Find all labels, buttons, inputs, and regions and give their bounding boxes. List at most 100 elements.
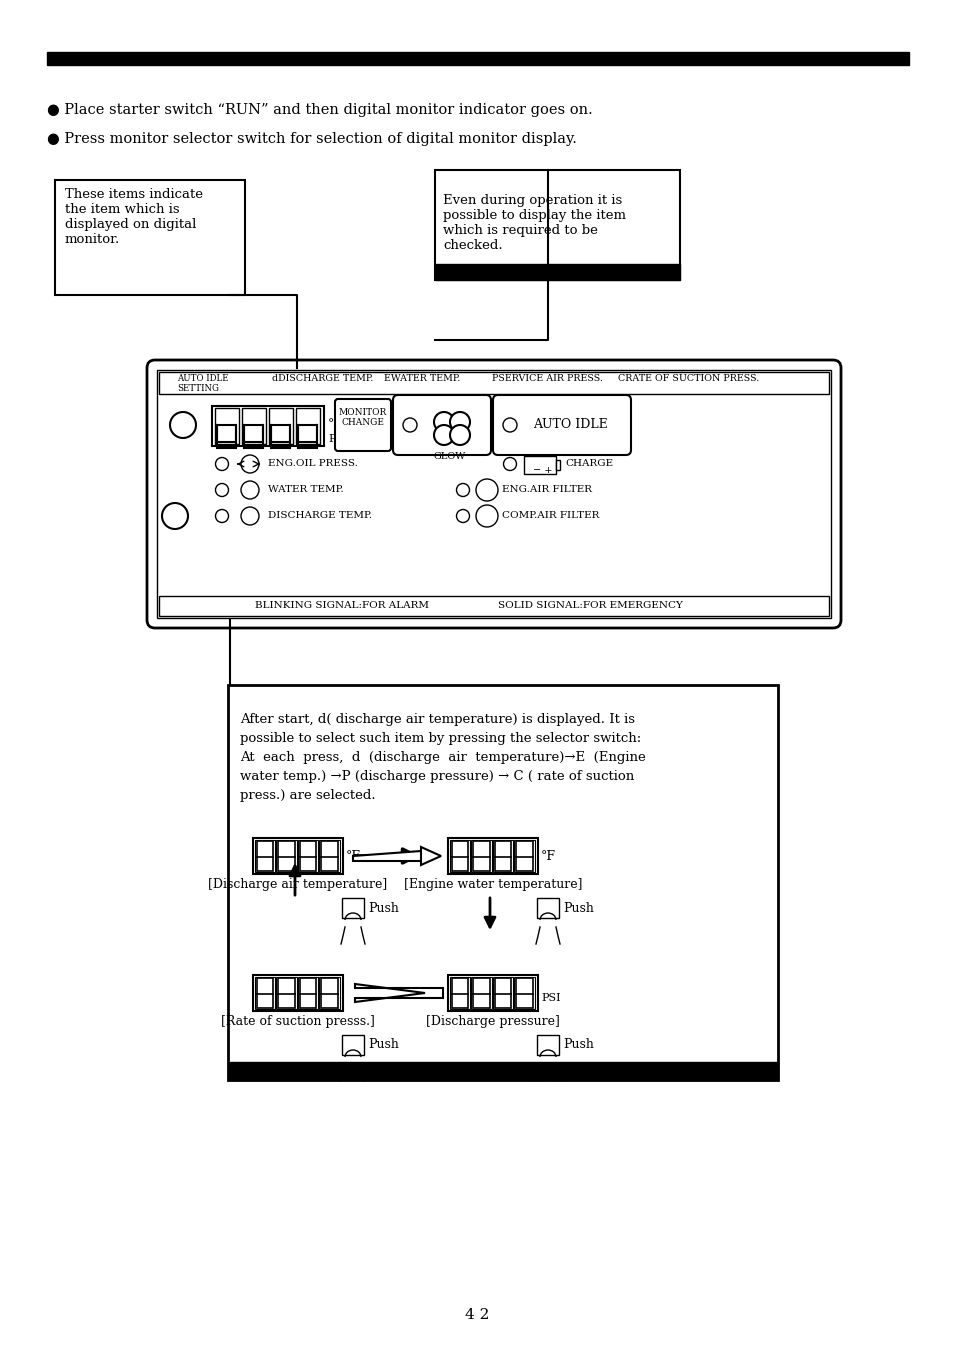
- Bar: [159, 373, 828, 394]
- Bar: [276, 840, 296, 872]
- Circle shape: [215, 458, 229, 471]
- FancyBboxPatch shape: [393, 396, 491, 455]
- Bar: [537, 898, 558, 918]
- Text: 4 2: 4 2: [464, 1308, 489, 1322]
- Text: Push: Push: [368, 1038, 398, 1052]
- Circle shape: [215, 483, 229, 497]
- Text: Push: Push: [562, 902, 594, 914]
- Text: PSERVICE AIR PRESS.: PSERVICE AIR PRESS.: [492, 374, 602, 383]
- Bar: [319, 977, 339, 1008]
- Bar: [212, 406, 324, 446]
- Text: [Discharge pressure]: [Discharge pressure]: [426, 1015, 559, 1027]
- Text: dDISCHARGE TEMP.: dDISCHARGE TEMP.: [272, 374, 373, 383]
- Bar: [319, 840, 339, 872]
- Circle shape: [456, 509, 469, 522]
- Bar: [254, 977, 275, 1008]
- Bar: [297, 840, 318, 872]
- Bar: [471, 977, 492, 1008]
- Bar: [435, 170, 679, 279]
- Text: CRATE OF SUCTION PRESS.: CRATE OF SUCTION PRESS.: [618, 374, 759, 383]
- Text: [Engine water temperature]: [Engine water temperature]: [403, 878, 581, 891]
- Text: ENG.OIL PRESS.: ENG.OIL PRESS.: [268, 459, 357, 468]
- Bar: [228, 684, 778, 1080]
- Circle shape: [215, 509, 229, 522]
- Circle shape: [502, 418, 517, 432]
- Bar: [341, 1035, 364, 1054]
- Circle shape: [434, 425, 454, 446]
- Bar: [269, 408, 293, 444]
- Text: At  each  press,  d  (discharge  air  temperature)→E  (Engine: At each press, d (discharge air temperat…: [240, 751, 645, 764]
- Bar: [537, 1035, 558, 1054]
- Polygon shape: [353, 850, 438, 861]
- Circle shape: [402, 418, 416, 432]
- Bar: [276, 977, 296, 1008]
- Polygon shape: [420, 846, 440, 865]
- Bar: [295, 408, 319, 444]
- Text: BLINKING SIGNAL:FOR ALARM: BLINKING SIGNAL:FOR ALARM: [254, 601, 429, 610]
- Bar: [556, 460, 559, 470]
- Circle shape: [476, 479, 497, 501]
- Bar: [493, 977, 513, 1008]
- Bar: [157, 370, 830, 618]
- Bar: [493, 840, 513, 872]
- Text: MONITOR
CHANGE: MONITOR CHANGE: [338, 408, 387, 428]
- FancyBboxPatch shape: [147, 360, 841, 628]
- Bar: [341, 898, 364, 918]
- FancyBboxPatch shape: [493, 396, 630, 455]
- Bar: [471, 840, 492, 872]
- Text: PSI: PSI: [540, 994, 560, 1003]
- Bar: [254, 840, 275, 872]
- Circle shape: [241, 481, 258, 500]
- Text: These items indicate
the item which is
displayed on digital
monitor.: These items indicate the item which is d…: [65, 188, 203, 246]
- Text: [Rate of suction presss.]: [Rate of suction presss.]: [221, 1015, 375, 1027]
- Text: Push: Push: [368, 902, 398, 914]
- Bar: [435, 265, 679, 279]
- Circle shape: [241, 455, 258, 472]
- Text: °F: °F: [346, 850, 360, 863]
- Circle shape: [456, 483, 469, 497]
- Text: AUTO IDLE: AUTO IDLE: [532, 418, 607, 432]
- Circle shape: [162, 504, 188, 529]
- Bar: [228, 1062, 778, 1080]
- Text: Push: Push: [562, 1038, 594, 1052]
- Text: SOLID SIGNAL:FOR EMERGENCY: SOLID SIGNAL:FOR EMERGENCY: [497, 601, 682, 610]
- Bar: [448, 838, 537, 873]
- FancyBboxPatch shape: [335, 400, 391, 451]
- Text: PSI: PSI: [328, 433, 347, 444]
- Text: possible to select such item by pressing the selector switch:: possible to select such item by pressing…: [240, 732, 640, 745]
- Text: water temp.) →P (discharge pressure) → C ( rate of suction: water temp.) →P (discharge pressure) → C…: [240, 769, 634, 783]
- Bar: [214, 408, 239, 444]
- Circle shape: [241, 508, 258, 525]
- Bar: [450, 977, 470, 1008]
- Polygon shape: [355, 984, 442, 1002]
- Bar: [514, 977, 535, 1008]
- Text: WATER TEMP.: WATER TEMP.: [268, 486, 343, 494]
- Text: ENG.AIR FILTER: ENG.AIR FILTER: [501, 486, 592, 494]
- Text: After start, d( discharge air temperature) is displayed. It is: After start, d( discharge air temperatur…: [240, 713, 635, 726]
- Bar: [47, 53, 908, 65]
- Text: COMP.AIR FILTER: COMP.AIR FILTER: [501, 512, 598, 521]
- Bar: [242, 408, 266, 444]
- Text: CHARGE: CHARGE: [564, 459, 613, 468]
- Bar: [253, 975, 343, 1011]
- Circle shape: [170, 412, 195, 437]
- Circle shape: [503, 458, 516, 471]
- Text: °F: °F: [540, 850, 556, 863]
- Circle shape: [434, 412, 454, 432]
- Text: ● Press monitor selector switch for selection of digital monitor display.: ● Press monitor selector switch for sele…: [47, 132, 577, 146]
- Bar: [523, 456, 556, 474]
- Circle shape: [476, 505, 497, 526]
- Bar: [253, 838, 343, 873]
- Text: GLOW: GLOW: [434, 452, 466, 460]
- Circle shape: [450, 425, 470, 446]
- Text: Even during operation it is
possible to display the item
which is required to be: Even during operation it is possible to …: [442, 194, 625, 252]
- Text: press.) are selected.: press.) are selected.: [240, 788, 375, 802]
- Circle shape: [450, 412, 470, 432]
- Bar: [450, 840, 470, 872]
- Text: ● Place starter switch “RUN” and then digital monitor indicator goes on.: ● Place starter switch “RUN” and then di…: [47, 103, 592, 117]
- Text: EWATER TEMP.: EWATER TEMP.: [384, 374, 460, 383]
- Bar: [55, 180, 245, 296]
- Bar: [297, 977, 318, 1008]
- Text: − +: − +: [533, 466, 552, 475]
- Bar: [159, 595, 828, 616]
